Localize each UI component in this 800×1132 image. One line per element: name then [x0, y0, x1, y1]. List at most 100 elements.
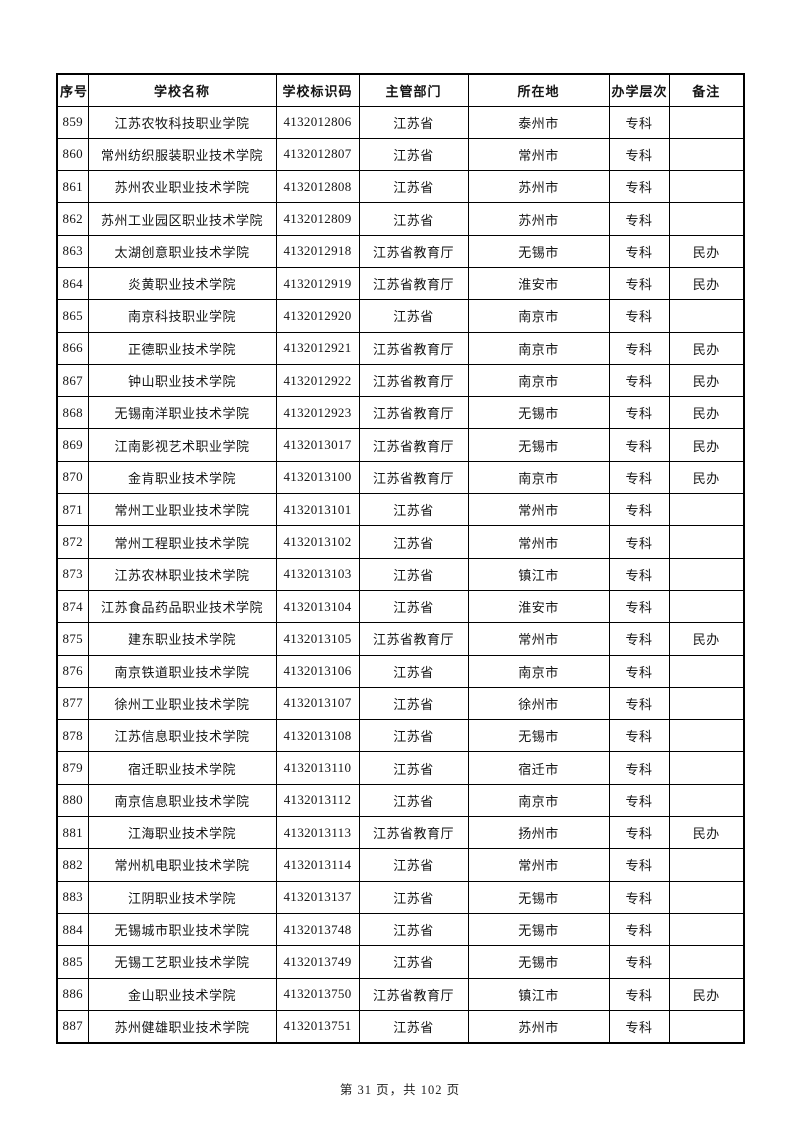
table-row: 864 炎黄职业技术学院 4132012919 江苏省教育厅 淮安市 专科 民办 — [56, 266, 745, 301]
cell-dept: 江苏省 — [358, 557, 469, 591]
cell-dept: 江苏省教育厅 — [358, 234, 469, 268]
cell-level: 专科 — [608, 848, 670, 882]
cell-name: 江南影视艺术职业学院 — [87, 428, 277, 462]
cell-note — [668, 719, 745, 753]
cell-city: 扬州市 — [467, 816, 610, 850]
table-body: 859 江苏农牧科技职业学院 4132012806 江苏省 泰州市 专科 860 常州纺织服装… — [56, 105, 745, 1044]
cell-level: 专科 — [608, 589, 670, 624]
cell-name: 金肯职业技术学院 — [87, 460, 277, 495]
cell-level: 专科 — [608, 105, 670, 139]
school-list-table: 序号 学校名称 学校标识码 主管部门 所在地 办学层次 备注 859 江苏农牧科技职业学院 41… — [56, 73, 745, 1044]
column-header-code: 学校标识码 — [275, 73, 360, 107]
cell-code: 4132013112 — [275, 783, 360, 818]
cell-seq: 880 — [56, 783, 89, 818]
cell-seq: 886 — [56, 977, 89, 1011]
table-row: 886 金山职业技术学院 4132013750 江苏省教育厅 镇江市 专科 民办 — [56, 977, 745, 1011]
cell-code: 4132012919 — [275, 266, 360, 301]
cell-name: 宿迁职业技术学院 — [87, 751, 277, 785]
table-row: 875 建东职业技术学院 4132013105 江苏省教育厅 常州市 专科 民办 — [56, 622, 745, 656]
table-head: 序号 学校名称 学校标识码 主管部门 所在地 办学层次 备注 — [56, 73, 745, 107]
cell-dept: 江苏省 — [358, 202, 469, 236]
cell-seq: 882 — [56, 848, 89, 882]
cell-note: 民办 — [668, 396, 745, 430]
cell-code: 4132012807 — [275, 137, 360, 172]
table-row: 863 太湖创意职业技术学院 4132012918 江苏省教育厅 无锡市 专科 民办 — [56, 234, 745, 268]
cell-note — [668, 783, 745, 818]
cell-seq: 887 — [56, 1009, 89, 1044]
cell-note — [668, 202, 745, 236]
cell-city: 镇江市 — [467, 977, 610, 1011]
cell-city: 无锡市 — [467, 396, 610, 430]
cell-code: 4132013113 — [275, 816, 360, 850]
cell-dept: 江苏省教育厅 — [358, 266, 469, 301]
cell-level: 专科 — [608, 331, 670, 365]
cell-city: 宿迁市 — [467, 751, 610, 785]
cell-code: 4132013137 — [275, 880, 360, 914]
cell-level: 专科 — [608, 977, 670, 1011]
cell-city: 无锡市 — [467, 880, 610, 914]
cell-city: 无锡市 — [467, 912, 610, 947]
table-row: 871 常州工业职业技术学院 4132013101 江苏省 常州市 专科 — [56, 493, 745, 527]
cell-note: 民办 — [668, 428, 745, 462]
cell-name: 苏州健雄职业技术学院 — [87, 1009, 277, 1044]
cell-level: 专科 — [608, 751, 670, 785]
cell-dept: 江苏省 — [358, 783, 469, 818]
column-header-seq: 序号 — [56, 73, 89, 107]
cell-name: 常州纺织服装职业技术学院 — [87, 137, 277, 172]
cell-level: 专科 — [608, 525, 670, 559]
column-header-dept: 主管部门 — [358, 73, 469, 107]
cell-note — [668, 137, 745, 172]
table-row: 861 苏州农业职业技术学院 4132012808 江苏省 苏州市 专科 — [56, 170, 745, 204]
cell-city: 南京市 — [467, 783, 610, 818]
cell-level: 专科 — [608, 396, 670, 430]
cell-code: 4132013106 — [275, 654, 360, 688]
table-row: 877 徐州工业职业技术学院 4132013107 江苏省 徐州市 专科 — [56, 686, 745, 721]
cell-name: 江苏农林职业技术学院 — [87, 557, 277, 591]
cell-note — [668, 105, 745, 139]
cell-level: 专科 — [608, 1009, 670, 1044]
column-header-city: 所在地 — [467, 73, 610, 107]
cell-note: 民办 — [668, 622, 745, 656]
cell-name: 太湖创意职业技术学院 — [87, 234, 277, 268]
cell-name: 南京铁道职业技术学院 — [87, 654, 277, 688]
cell-seq: 877 — [56, 686, 89, 721]
table-row: 880 南京信息职业技术学院 4132013112 江苏省 南京市 专科 — [56, 783, 745, 818]
cell-city: 常州市 — [467, 848, 610, 882]
column-header-level: 办学层次 — [608, 73, 670, 107]
table-row: 874 江苏食品药品职业技术学院 4132013104 江苏省 淮安市 专科 — [56, 589, 745, 624]
column-header-name: 学校名称 — [87, 73, 277, 107]
table-row: 884 无锡城市职业技术学院 4132013748 江苏省 无锡市 专科 — [56, 912, 745, 947]
table-row: 876 南京铁道职业技术学院 4132013106 江苏省 南京市 专科 — [56, 654, 745, 688]
cell-dept: 江苏省 — [358, 493, 469, 527]
cell-level: 专科 — [608, 202, 670, 236]
cell-name: 无锡南洋职业技术学院 — [87, 396, 277, 430]
cell-note — [668, 751, 745, 785]
cell-seq: 864 — [56, 266, 89, 301]
cell-seq: 859 — [56, 105, 89, 139]
cell-level: 专科 — [608, 557, 670, 591]
cell-name: 苏州农业职业技术学院 — [87, 170, 277, 204]
cell-name: 江苏农牧科技职业学院 — [87, 105, 277, 139]
cell-level: 专科 — [608, 170, 670, 204]
cell-level: 专科 — [608, 686, 670, 721]
cell-name: 江海职业技术学院 — [87, 816, 277, 850]
cell-city: 淮安市 — [467, 266, 610, 301]
cell-code: 4132012920 — [275, 299, 360, 333]
table-row: 885 无锡工艺职业技术学院 4132013749 江苏省 无锡市 专科 — [56, 945, 745, 979]
cell-level: 专科 — [608, 654, 670, 688]
cell-level: 专科 — [608, 299, 670, 333]
cell-level: 专科 — [608, 912, 670, 947]
cell-dept: 江苏省 — [358, 299, 469, 333]
cell-level: 专科 — [608, 783, 670, 818]
cell-note: 民办 — [668, 977, 745, 1011]
cell-name: 常州工业职业技术学院 — [87, 493, 277, 527]
cell-name: 江阴职业技术学院 — [87, 880, 277, 914]
table-row: 859 江苏农牧科技职业学院 4132012806 江苏省 泰州市 专科 — [56, 105, 745, 139]
table-row: 862 苏州工业园区职业技术学院 4132012809 江苏省 苏州市 专科 — [56, 202, 745, 236]
table-row: 873 江苏农林职业技术学院 4132013103 江苏省 镇江市 专科 — [56, 557, 745, 591]
cell-seq: 861 — [56, 170, 89, 204]
cell-name: 常州工程职业技术学院 — [87, 525, 277, 559]
cell-code: 4132012809 — [275, 202, 360, 236]
cell-name: 无锡城市职业技术学院 — [87, 912, 277, 947]
cell-level: 专科 — [608, 363, 670, 398]
